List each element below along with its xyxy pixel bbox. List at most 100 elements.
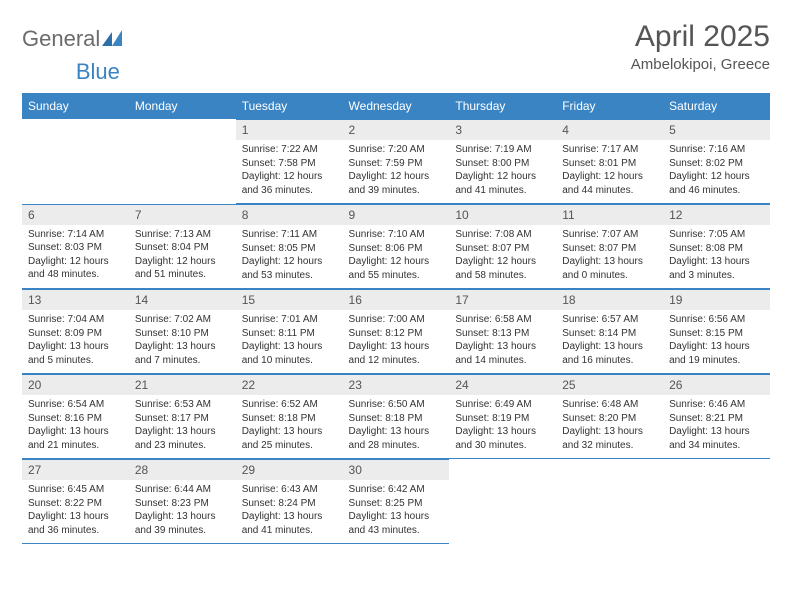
day-number: 10 <box>449 204 556 225</box>
empty-cell <box>22 119 129 204</box>
day-body: Sunrise: 6:48 AMSunset: 8:20 PMDaylight:… <box>556 395 663 458</box>
sunset-text: Sunset: 8:21 PM <box>669 412 764 426</box>
day-cell: 10Sunrise: 7:08 AMSunset: 8:07 PMDayligh… <box>449 204 556 289</box>
day-body: Sunrise: 7:20 AMSunset: 7:59 PMDaylight:… <box>343 140 450 203</box>
sunrise-text: Sunrise: 6:56 AM <box>669 313 764 327</box>
daylight-text: Daylight: 12 hours and 44 minutes. <box>562 170 657 197</box>
calendar-page: General April 2025 Ambelokipoi, Greece G… <box>0 0 792 564</box>
day-cell: 27Sunrise: 6:45 AMSunset: 8:22 PMDayligh… <box>22 459 129 544</box>
day-number: 4 <box>556 119 663 140</box>
week-row: 27Sunrise: 6:45 AMSunset: 8:22 PMDayligh… <box>22 459 770 544</box>
daylight-text: Daylight: 13 hours and 10 minutes. <box>242 340 337 367</box>
day-number: 25 <box>556 374 663 395</box>
sunrise-text: Sunrise: 7:01 AM <box>242 313 337 327</box>
sunrise-text: Sunrise: 7:14 AM <box>28 228 123 242</box>
daylight-text: Daylight: 12 hours and 55 minutes. <box>349 255 444 282</box>
day-cell: 26Sunrise: 6:46 AMSunset: 8:21 PMDayligh… <box>663 374 770 459</box>
sunset-text: Sunset: 8:14 PM <box>562 327 657 341</box>
day-cell: 2Sunrise: 7:20 AMSunset: 7:59 PMDaylight… <box>343 119 450 204</box>
day-number: 18 <box>556 289 663 310</box>
sunset-text: Sunset: 8:25 PM <box>349 497 444 511</box>
dayhead-sun: Sunday <box>22 93 129 119</box>
day-cell: 19Sunrise: 6:56 AMSunset: 8:15 PMDayligh… <box>663 289 770 374</box>
day-number: 19 <box>663 289 770 310</box>
day-body: Sunrise: 7:11 AMSunset: 8:05 PMDaylight:… <box>236 225 343 288</box>
sunrise-text: Sunrise: 6:49 AM <box>455 398 550 412</box>
day-cell: 8Sunrise: 7:11 AMSunset: 8:05 PMDaylight… <box>236 204 343 289</box>
day-cell: 24 Sunrise: 6:49 AMSunset: 8:19 PMDayligh… <box>449 374 556 459</box>
calendar-table: Sunday Monday Tuesday Wednesday Thursday… <box>22 93 770 544</box>
day-cell: 16Sunrise: 7:00 AMSunset: 8:12 PMDayligh… <box>343 289 450 374</box>
day-cell: 15Sunrise: 7:01 AMSunset: 8:11 PMDayligh… <box>236 289 343 374</box>
sunset-text: Sunset: 8:13 PM <box>455 327 550 341</box>
sunset-text: Sunset: 8:04 PM <box>135 241 230 255</box>
day-cell: 7Sunrise: 7:13 AMSunset: 8:04 PMDaylight… <box>129 204 236 289</box>
sunset-text: Sunset: 8:12 PM <box>349 327 444 341</box>
sunset-text: Sunset: 8:06 PM <box>349 242 444 256</box>
day-cell: 21Sunrise: 6:53 AMSunset: 8:17 PMDayligh… <box>129 374 236 459</box>
logo: General <box>22 20 124 52</box>
day-body: Sunrise: 7:02 AMSunset: 8:10 PMDaylight:… <box>129 310 236 373</box>
day-body: Sunrise: 6:56 AMSunset: 8:15 PMDaylight:… <box>663 310 770 373</box>
day-cell: 9Sunrise: 7:10 AMSunset: 8:06 PMDaylight… <box>343 204 450 289</box>
daylight-text: Daylight: 13 hours and 30 minutes. <box>455 425 550 452</box>
day-number: 20 <box>22 374 129 395</box>
day-cell: 6Sunrise: 7:14 AMSunset: 8:03 PMDaylight… <box>22 204 129 289</box>
day-number: 29 <box>236 459 343 480</box>
day-body: Sunrise: 6:45 AMSunset: 8:22 PMDaylight:… <box>22 480 129 543</box>
sunrise-text: Sunrise: 7:22 AM <box>242 143 337 157</box>
sunrise-text: Sunrise: 6:54 AM <box>28 398 123 412</box>
daylight-text: Daylight: 13 hours and 21 minutes. <box>28 425 123 452</box>
daylight-text: Daylight: 13 hours and 3 minutes. <box>669 255 764 282</box>
sunset-text: Sunset: 8:24 PM <box>242 497 337 511</box>
week-row: 20Sunrise: 6:54 AMSunset: 8:16 PMDayligh… <box>22 374 770 459</box>
sunset-text: Sunset: 8:18 PM <box>242 412 337 426</box>
day-body: Sunrise: 6:52 AMSunset: 8:18 PMDaylight:… <box>236 395 343 458</box>
daylight-text: Daylight: 13 hours and 41 minutes. <box>242 510 337 537</box>
sunset-text: Sunset: 8:16 PM <box>28 412 123 426</box>
week-row: 13Sunrise: 7:04 AMSunset: 8:09 PMDayligh… <box>22 289 770 374</box>
sunrise-text: Sunrise: 6:44 AM <box>135 483 230 497</box>
daylight-text: Daylight: 12 hours and 53 minutes. <box>242 255 337 282</box>
day-cell: 14Sunrise: 7:02 AMSunset: 8:10 PMDayligh… <box>129 289 236 374</box>
daylight-text: Daylight: 12 hours and 36 minutes. <box>242 170 337 197</box>
daylight-text: Daylight: 13 hours and 25 minutes. <box>242 425 337 452</box>
day-cell: 13Sunrise: 7:04 AMSunset: 8:09 PMDayligh… <box>22 289 129 374</box>
sunset-text: Sunset: 7:59 PM <box>349 157 444 171</box>
sunrise-text: Sunrise: 7:11 AM <box>242 228 337 242</box>
week-row: 1Sunrise: 7:22 AMSunset: 7:58 PMDaylight… <box>22 119 770 204</box>
day-number: 13 <box>22 289 129 310</box>
logo-icon <box>102 26 122 52</box>
day-cell: 28Sunrise: 6:44 AMSunset: 8:23 PMDayligh… <box>129 459 236 544</box>
daylight-text: Daylight: 13 hours and 0 minutes. <box>562 255 657 282</box>
day-body: Sunrise: 7:13 AMSunset: 8:04 PMDaylight:… <box>129 225 236 288</box>
day-body: Sunrise: 7:16 AMSunset: 8:02 PMDaylight:… <box>663 140 770 203</box>
sunrise-text: Sunrise: 6:48 AM <box>562 398 657 412</box>
day-number: 7 <box>129 204 236 225</box>
day-body: Sunrise: 6:54 AMSunset: 8:16 PMDaylight:… <box>22 395 129 458</box>
sunrise-text: Sunrise: 7:05 AM <box>669 228 764 242</box>
daylight-text: Daylight: 13 hours and 7 minutes. <box>135 340 230 367</box>
sunrise-text: Sunrise: 7:04 AM <box>28 313 123 327</box>
day-body: Sunrise: 7:00 AMSunset: 8:12 PMDaylight:… <box>343 310 450 373</box>
daylight-text: Daylight: 12 hours and 58 minutes. <box>455 255 550 282</box>
day-cell: 11Sunrise: 7:07 AMSunset: 8:07 PMDayligh… <box>556 204 663 289</box>
day-number: 17 <box>449 289 556 310</box>
daylight-text: Daylight: 12 hours and 48 minutes. <box>28 255 123 282</box>
sunset-text: Sunset: 8:19 PM <box>455 412 550 426</box>
sunrise-text: Sunrise: 6:46 AM <box>669 398 764 412</box>
daylight-text: Daylight: 13 hours and 43 minutes. <box>349 510 444 537</box>
sunrise-text: Sunrise: 6:42 AM <box>349 483 444 497</box>
day-number: 2 <box>343 119 450 140</box>
sunset-text: Sunset: 8:01 PM <box>562 157 657 171</box>
empty-cell <box>449 459 556 544</box>
day-number: 8 <box>236 204 343 225</box>
daylight-text: Daylight: 13 hours and 5 minutes. <box>28 340 123 367</box>
day-number: 24 <box>449 374 556 395</box>
day-cell: 12Sunrise: 7:05 AMSunset: 8:08 PMDayligh… <box>663 204 770 289</box>
day-body: Sunrise: 6:50 AMSunset: 8:18 PMDaylight:… <box>343 395 450 458</box>
day-cell: 30Sunrise: 6:42 AMSunset: 8:25 PMDayligh… <box>343 459 450 544</box>
day-cell: 3Sunrise: 7:19 AMSunset: 8:00 PMDaylight… <box>449 119 556 204</box>
day-body: Sunrise: 7:19 AMSunset: 8:00 PMDaylight:… <box>449 140 556 203</box>
sunrise-text: Sunrise: 7:07 AM <box>562 228 657 242</box>
